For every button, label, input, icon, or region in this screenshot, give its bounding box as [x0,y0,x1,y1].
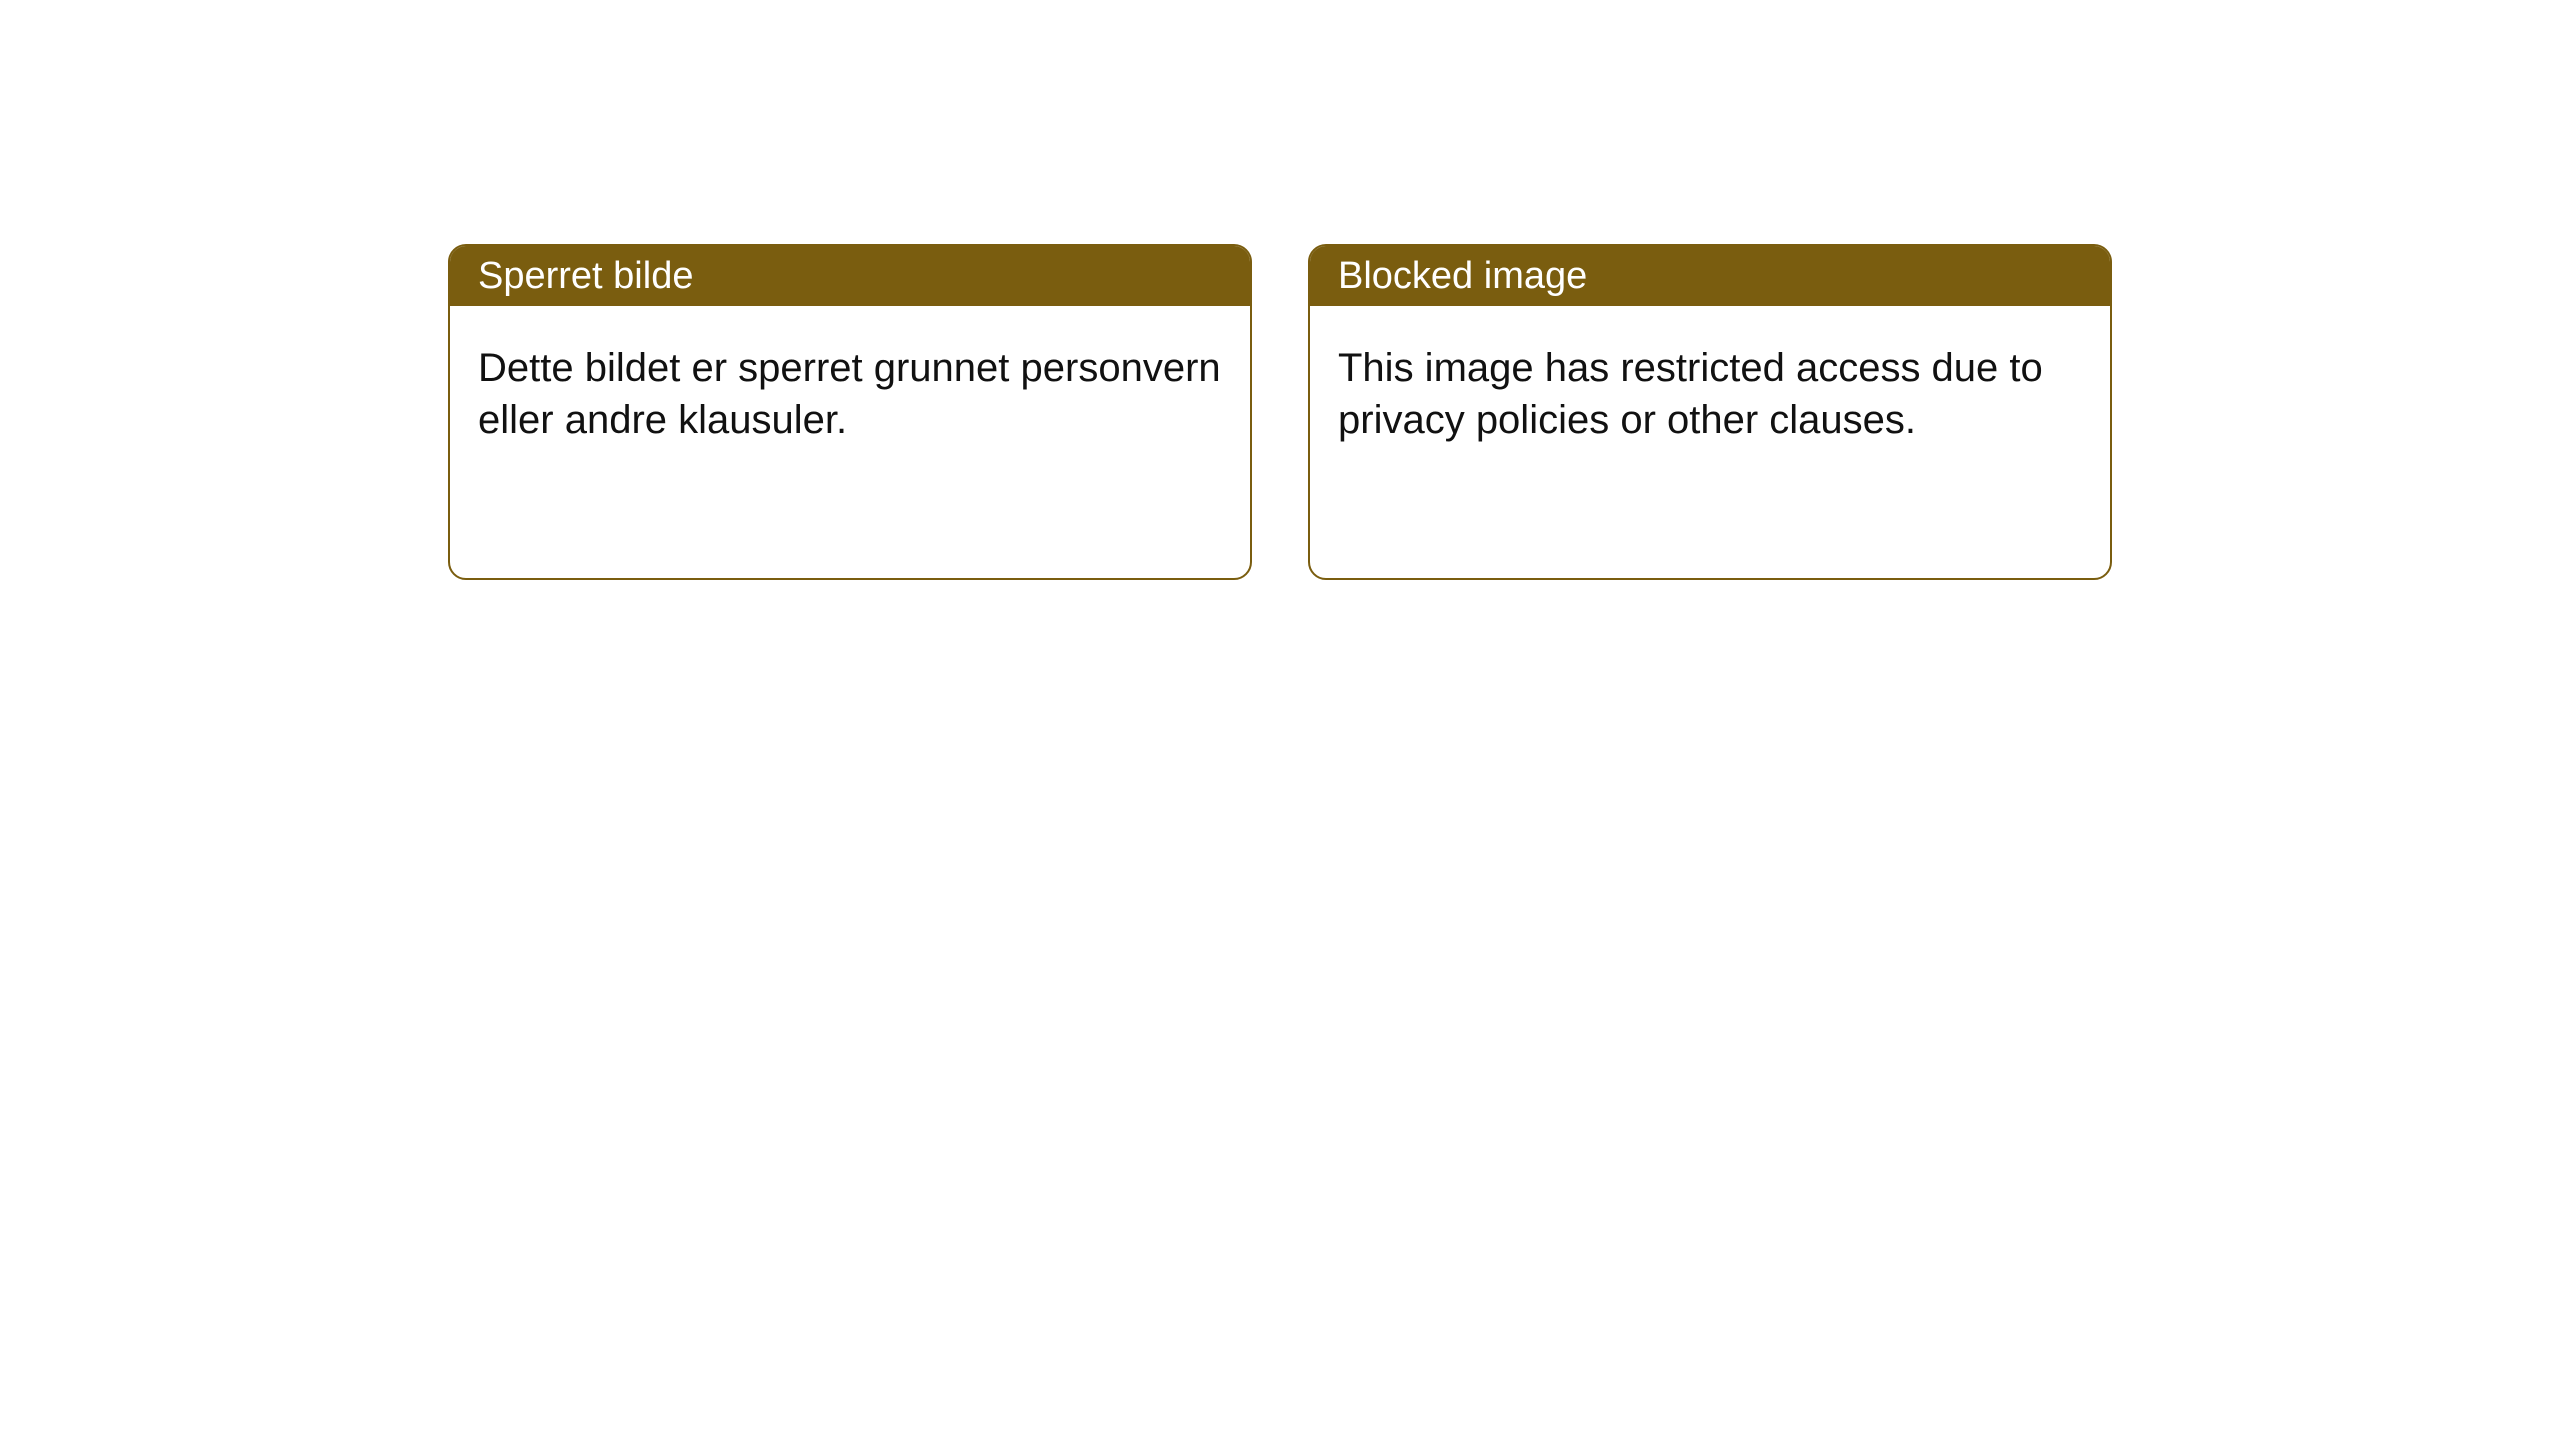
notice-body: Dette bildet er sperret grunnet personve… [450,306,1250,482]
notice-body: This image has restricted access due to … [1310,306,2110,482]
notice-card-norwegian: Sperret bilde Dette bildet er sperret gr… [448,244,1252,580]
notice-title: Blocked image [1338,255,1587,298]
notice-header: Blocked image [1310,246,2110,306]
notice-text: Dette bildet er sperret grunnet personve… [478,346,1221,442]
notice-text: This image has restricted access due to … [1338,346,2043,442]
notice-header: Sperret bilde [450,246,1250,306]
notice-card-english: Blocked image This image has restricted … [1308,244,2112,580]
notice-container: Sperret bilde Dette bildet er sperret gr… [0,0,2560,580]
notice-title: Sperret bilde [478,255,693,298]
